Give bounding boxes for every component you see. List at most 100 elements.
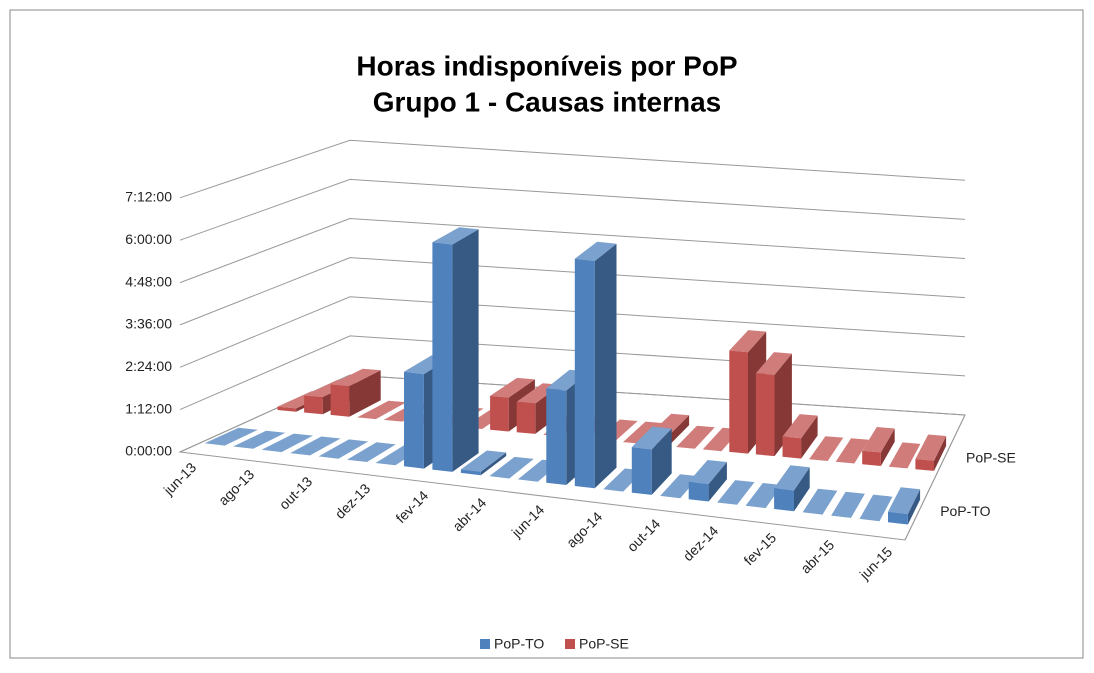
- bar: [204, 427, 258, 446]
- bar-side: [349, 370, 381, 417]
- grid-line: [179, 257, 966, 326]
- bar-front: [490, 395, 509, 432]
- y-tick-label: 7:12:00: [125, 189, 172, 205]
- bar: [290, 436, 341, 456]
- bar: [862, 427, 895, 466]
- bar: [318, 439, 369, 459]
- bar: [831, 491, 865, 518]
- bar: [688, 460, 727, 502]
- bar-top: [782, 414, 818, 439]
- bar: [717, 480, 755, 505]
- right-depth-axis: [904, 414, 966, 541]
- bar: [631, 426, 672, 495]
- bar: [676, 425, 715, 449]
- bar-front: [888, 511, 908, 525]
- bar: [835, 438, 869, 464]
- bar-front: [755, 373, 775, 457]
- bar-side: [480, 452, 507, 476]
- bar-top: [755, 352, 792, 375]
- bar: [660, 474, 700, 499]
- bar: [489, 456, 534, 479]
- bar-top: [330, 368, 381, 387]
- bar: [915, 434, 947, 471]
- bar-side: [708, 462, 727, 502]
- chart-subtitle: Grupo 1 - Causas internas: [373, 86, 722, 117]
- bar-front: [460, 469, 481, 476]
- grid-line: [179, 217, 966, 284]
- grid-line: [179, 139, 966, 199]
- bar-side: [668, 415, 690, 447]
- y-tick-label: 1:12:00: [125, 400, 172, 416]
- bar-top: [660, 474, 700, 499]
- bar-top: [233, 430, 286, 449]
- grid-line: [179, 178, 966, 241]
- bar-front: [862, 450, 881, 466]
- bar-top: [489, 456, 534, 479]
- bar-top: [676, 425, 715, 449]
- bar: [460, 450, 507, 476]
- bar-top: [688, 460, 727, 484]
- bar: [347, 442, 396, 462]
- bar-front: [915, 459, 934, 471]
- bar-top: [631, 426, 672, 450]
- bar: [859, 494, 893, 522]
- bar: [330, 368, 381, 417]
- bar-side: [594, 243, 617, 489]
- grid-line: [179, 296, 966, 368]
- bar: [809, 436, 844, 461]
- y-tick-label: 0:00:00: [125, 443, 172, 459]
- bar-front: [432, 242, 453, 472]
- bar-top: [745, 483, 783, 509]
- bar-front: [404, 371, 424, 469]
- bar-top: [432, 227, 479, 245]
- bar-side: [934, 436, 947, 471]
- bar-side: [801, 415, 818, 459]
- bar-top: [915, 434, 947, 461]
- bar-front: [516, 401, 536, 434]
- bar-top: [318, 439, 369, 459]
- bar-side: [452, 229, 479, 472]
- bar: [574, 241, 617, 489]
- bar: [774, 465, 810, 512]
- bar: [888, 487, 921, 525]
- legend-label: PoP-TO: [494, 636, 544, 652]
- bar-side: [907, 489, 921, 525]
- bar: [233, 430, 286, 449]
- bar-top: [888, 487, 921, 514]
- bar-top: [729, 330, 767, 353]
- bar-top: [347, 442, 396, 462]
- legend-label: PoP-SE: [579, 636, 629, 652]
- bar-front: [546, 388, 567, 485]
- bar-top: [290, 436, 341, 456]
- bar-front: [774, 488, 794, 512]
- bar-top: [835, 438, 869, 464]
- bar-side: [794, 467, 810, 512]
- bar-top: [490, 377, 535, 398]
- legend-swatch: [480, 639, 490, 649]
- bar-side: [880, 428, 895, 466]
- bar-front: [574, 258, 595, 489]
- bar-top: [831, 491, 865, 518]
- bar: [888, 442, 921, 469]
- y-tick-label: 6:00:00: [125, 231, 172, 247]
- bar: [261, 433, 313, 453]
- bar-top: [357, 400, 407, 420]
- bar-front: [688, 481, 709, 502]
- bar-front: [304, 395, 323, 415]
- bar-top: [717, 480, 755, 505]
- bar-top: [774, 465, 810, 491]
- bar-side: [651, 428, 672, 495]
- chart-title: Horas indisponíveis por PoP: [356, 50, 737, 81]
- y-tick-label: 3:36:00: [125, 316, 172, 332]
- bar-top: [261, 433, 313, 453]
- bar-front: [631, 447, 652, 495]
- bar-front: [782, 436, 802, 459]
- bar-top: [802, 488, 838, 515]
- bar: [745, 483, 783, 509]
- chart-border: [9, 9, 1084, 659]
- bar: [802, 488, 838, 515]
- y-tick-label: 2:24:00: [125, 358, 172, 374]
- depth-label: PoP-SE: [966, 449, 1016, 465]
- bar: [782, 414, 818, 459]
